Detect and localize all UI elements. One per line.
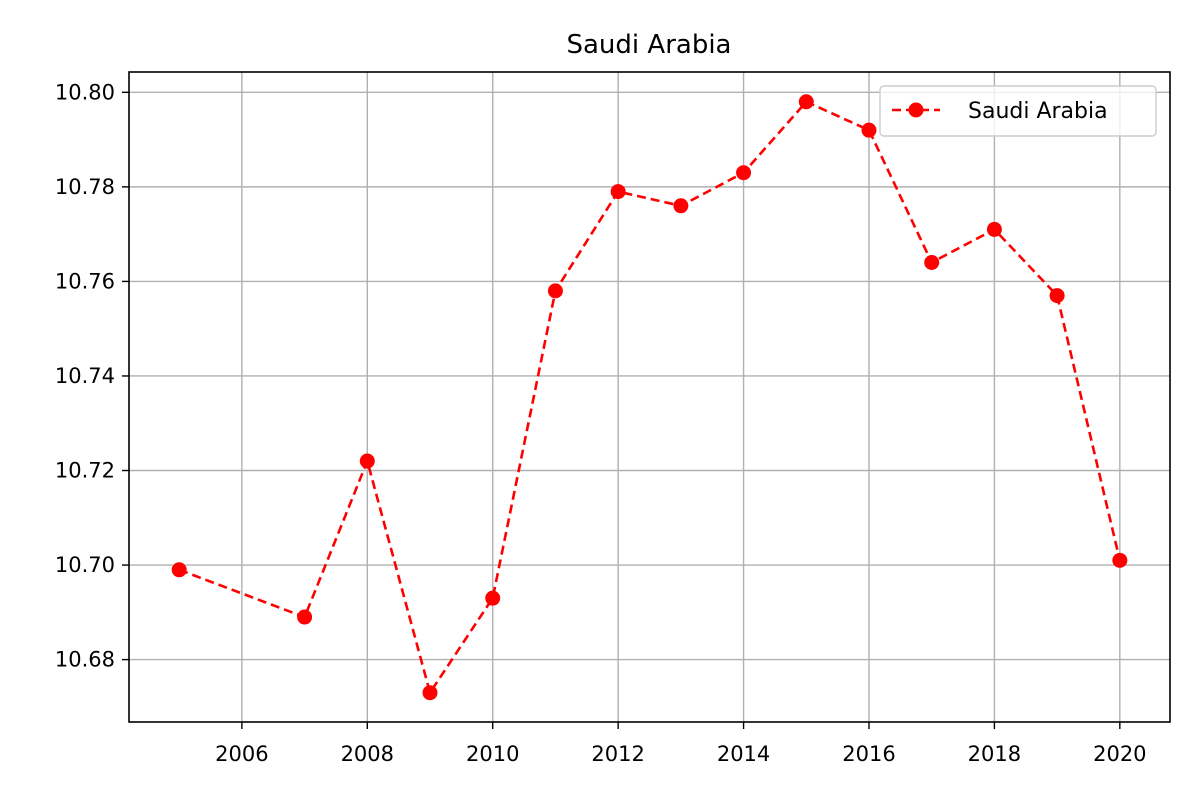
x-tick-label: 2010 [466,742,519,766]
data-point [547,283,563,299]
x-tick-label: 2018 [968,742,1021,766]
data-point [736,165,752,181]
legend-marker-sample [908,102,924,118]
y-tick-label: 10.68 [55,648,115,672]
chart-title: Saudi Arabia [567,30,732,60]
data-point [986,221,1002,237]
data-point [297,609,313,625]
x-tick-label: 2008 [341,742,394,766]
y-tick-label: 10.76 [55,269,115,293]
y-tick-label: 10.70 [55,553,115,577]
data-point [673,198,689,214]
data-point [610,184,626,200]
legend-box [879,85,1157,137]
data-point [798,94,814,110]
data-point [924,255,940,271]
data-point [1049,288,1065,304]
y-tick-label: 10.78 [55,175,115,199]
data-point [422,685,438,701]
axes: 2006 2008 2010 2012 2014 2016 2018 2020 10.68 10.… [55,80,1147,766]
grid-lines [129,72,1170,722]
x-tick-label: 2012 [591,742,644,766]
plot-frame [128,71,1171,723]
data-point [359,453,375,469]
x-tick-label: 2014 [717,742,770,766]
data-point [171,562,187,578]
y-tick-label: 10.80 [55,80,115,104]
series-line [178,100,1122,696]
y-tick-label: 10.74 [55,364,115,388]
x-tick-label: 2006 [215,742,268,766]
data-point [1112,552,1128,568]
series-layer [171,94,1128,701]
legend-entry-label: Saudi Arabia [968,99,1108,124]
x-tick-label: 2016 [842,742,895,766]
x-tick-label: 2020 [1093,742,1146,766]
y-tick-label: 10.72 [55,459,115,483]
legend: Saudi Arabia [879,85,1157,137]
data-point [485,590,501,606]
data-point [861,122,877,138]
